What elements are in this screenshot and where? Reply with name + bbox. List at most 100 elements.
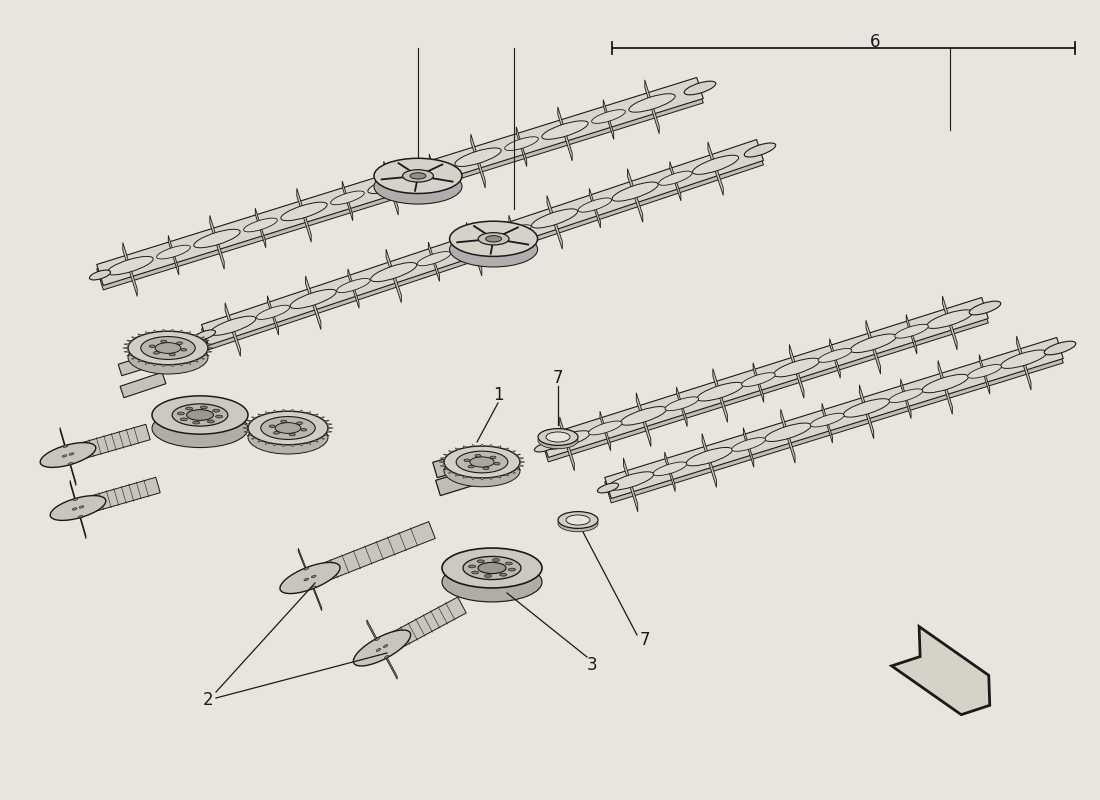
Ellipse shape [152, 396, 248, 434]
Polygon shape [472, 445, 475, 446]
Ellipse shape [173, 404, 228, 426]
Ellipse shape [592, 110, 626, 123]
Polygon shape [504, 448, 509, 450]
Ellipse shape [666, 397, 698, 410]
Ellipse shape [450, 232, 538, 267]
Polygon shape [257, 440, 263, 442]
Ellipse shape [304, 567, 309, 570]
Text: 3: 3 [586, 656, 597, 674]
Ellipse shape [442, 562, 542, 602]
Polygon shape [440, 465, 446, 466]
Ellipse shape [494, 462, 501, 465]
Polygon shape [186, 362, 190, 365]
Polygon shape [186, 331, 190, 334]
Polygon shape [558, 107, 572, 161]
Polygon shape [516, 468, 520, 470]
Polygon shape [319, 438, 324, 439]
Text: 7: 7 [552, 369, 563, 387]
Ellipse shape [371, 262, 417, 282]
Polygon shape [194, 360, 198, 362]
Ellipse shape [450, 221, 538, 256]
Ellipse shape [210, 316, 256, 335]
Polygon shape [123, 242, 138, 297]
Ellipse shape [290, 290, 337, 309]
Ellipse shape [538, 429, 578, 446]
Ellipse shape [538, 432, 578, 449]
Ellipse shape [493, 558, 499, 562]
Polygon shape [327, 424, 332, 426]
Polygon shape [497, 446, 500, 448]
Polygon shape [170, 365, 174, 367]
Polygon shape [518, 465, 524, 466]
Polygon shape [207, 350, 212, 352]
Ellipse shape [248, 411, 328, 445]
Polygon shape [429, 154, 440, 194]
Polygon shape [504, 474, 509, 476]
Polygon shape [436, 467, 483, 496]
Ellipse shape [741, 373, 776, 386]
Polygon shape [328, 427, 333, 429]
Ellipse shape [385, 655, 389, 658]
Polygon shape [428, 242, 440, 282]
Ellipse shape [62, 455, 67, 457]
Polygon shape [323, 434, 329, 436]
Polygon shape [472, 478, 475, 479]
Ellipse shape [543, 430, 590, 450]
Polygon shape [131, 358, 136, 359]
Polygon shape [246, 434, 252, 436]
Polygon shape [866, 320, 880, 374]
Ellipse shape [180, 418, 187, 421]
Ellipse shape [418, 164, 451, 178]
Polygon shape [943, 296, 957, 350]
Polygon shape [178, 330, 183, 332]
Ellipse shape [51, 495, 106, 521]
Ellipse shape [463, 557, 521, 579]
Polygon shape [297, 188, 311, 242]
Ellipse shape [374, 169, 462, 204]
Ellipse shape [304, 578, 309, 581]
Ellipse shape [490, 456, 496, 458]
Polygon shape [126, 340, 132, 342]
Polygon shape [207, 344, 212, 346]
Polygon shape [547, 195, 562, 249]
Ellipse shape [693, 155, 738, 174]
Polygon shape [713, 369, 727, 422]
Ellipse shape [73, 508, 77, 510]
Polygon shape [627, 169, 642, 222]
Polygon shape [199, 358, 205, 359]
Ellipse shape [922, 374, 968, 393]
Ellipse shape [844, 398, 890, 417]
Polygon shape [510, 471, 516, 474]
Ellipse shape [444, 455, 520, 486]
Polygon shape [170, 329, 174, 331]
Ellipse shape [451, 236, 497, 255]
Ellipse shape [486, 236, 502, 242]
Ellipse shape [478, 562, 506, 574]
Ellipse shape [374, 158, 462, 194]
Ellipse shape [745, 143, 776, 157]
Ellipse shape [811, 414, 844, 427]
Ellipse shape [256, 306, 289, 319]
Polygon shape [979, 354, 990, 394]
Polygon shape [480, 478, 484, 480]
Ellipse shape [505, 562, 513, 565]
Ellipse shape [456, 451, 508, 473]
Ellipse shape [311, 586, 316, 589]
Ellipse shape [764, 423, 811, 442]
Ellipse shape [186, 407, 192, 410]
Text: 1: 1 [493, 386, 504, 404]
Polygon shape [290, 445, 294, 447]
Ellipse shape [270, 425, 275, 427]
Polygon shape [605, 342, 1064, 503]
Polygon shape [126, 354, 132, 356]
Polygon shape [541, 298, 988, 458]
Polygon shape [290, 409, 294, 411]
Polygon shape [255, 208, 266, 248]
Ellipse shape [653, 462, 686, 476]
Polygon shape [518, 458, 524, 459]
Polygon shape [384, 162, 398, 215]
Polygon shape [131, 337, 136, 338]
Ellipse shape [194, 230, 240, 248]
Ellipse shape [89, 270, 111, 280]
Polygon shape [377, 597, 466, 656]
